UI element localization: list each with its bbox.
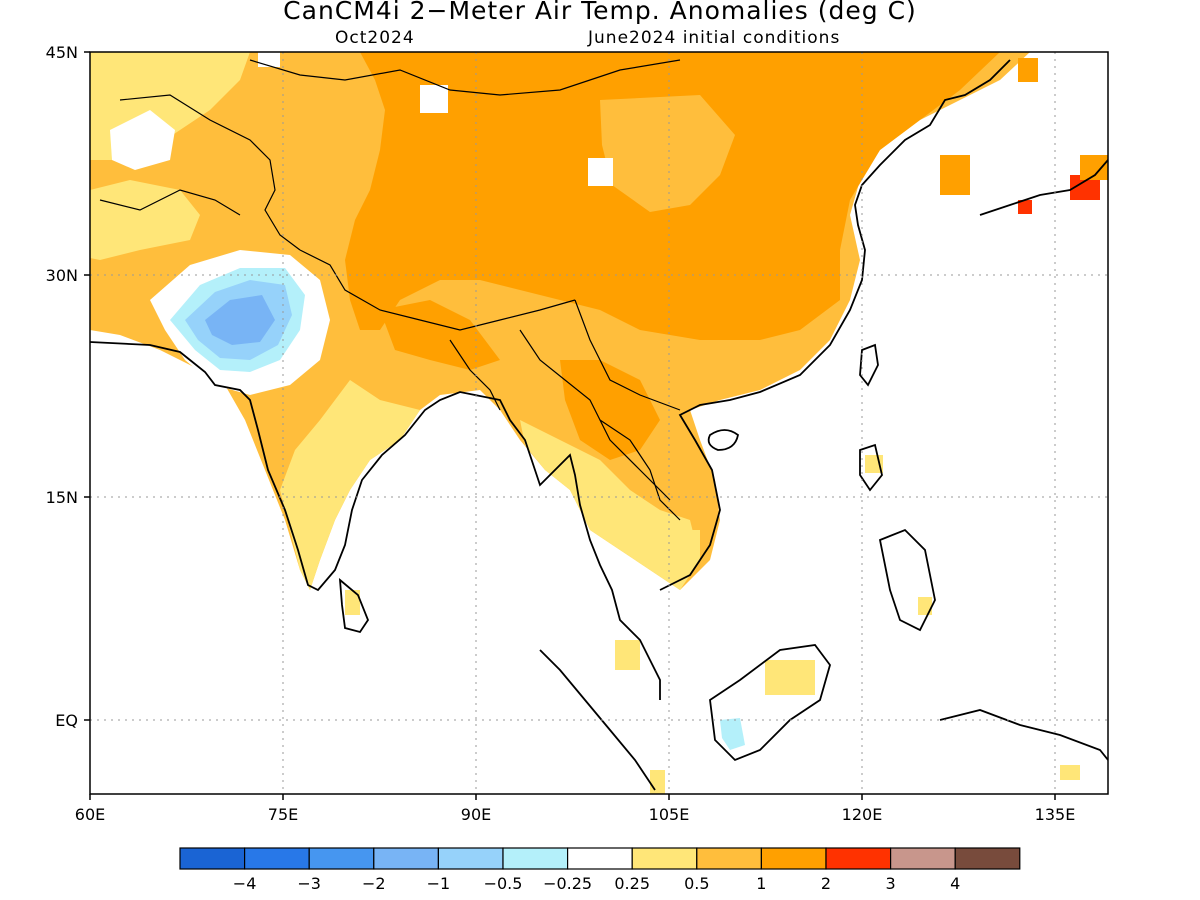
colorbar-swatch [889,847,956,870]
colorbar-label: −4 [233,874,257,893]
colorbar-swatch [825,847,892,870]
colorbar-swatch [631,847,698,870]
axis-ticks [84,51,1056,800]
colorbar-label: −1 [427,874,451,893]
colorbar-swatch [566,847,633,870]
lon-label: 60E [75,805,105,824]
colorbar-label: −2 [362,874,386,893]
map-title: CanCM4i 2−Meter Air Temp. Anomalies (deg… [283,0,917,25]
colorbar-swatch [954,847,1021,870]
anomaly-shading [90,52,1108,794]
map-frame [89,51,1109,795]
initial-conditions-label: June2024 initial conditions [588,28,841,48]
lon-label: 105E [649,805,690,824]
colorbar-swatch [696,847,762,870]
gridlines [90,52,1108,794]
colorbar-label: 1 [756,874,766,893]
colorbar-swatch [437,847,504,870]
colorbar-swatch [373,847,439,870]
colorbar-label: 2 [821,874,831,893]
colorbar-label: 0.5 [684,874,709,893]
forecast-month: Oct2024 [335,28,415,48]
lat-label: EQ [55,711,78,730]
lon-label: 90E [461,805,491,824]
lat-label: 45N [46,43,78,62]
colorbar-label: −0.25 [543,874,592,893]
country-borders [99,59,681,521]
colorbar: −4 −3 −2 −1 −0.5 −0.25 0.25 0.5 1 2 3 4 [179,847,1021,893]
lon-label: 135E [1035,805,1076,824]
colorbar-swatch [760,847,827,870]
colorbar-label: −0.5 [484,874,523,893]
colorbar-label: 4 [950,874,960,893]
lon-label: 120E [842,805,883,824]
lat-label: 15N [46,488,78,507]
colorbar-label: −3 [297,874,321,893]
colorbar-swatch [502,847,569,870]
colorbar-swatch [308,847,375,870]
colorbar-label: 0.25 [614,874,650,893]
colorbar-swatch [244,847,310,870]
colorbar-swatch [179,847,246,870]
colorbar-label: 3 [886,874,896,893]
lon-label: 75E [268,805,298,824]
lat-label: 30N [46,266,78,285]
